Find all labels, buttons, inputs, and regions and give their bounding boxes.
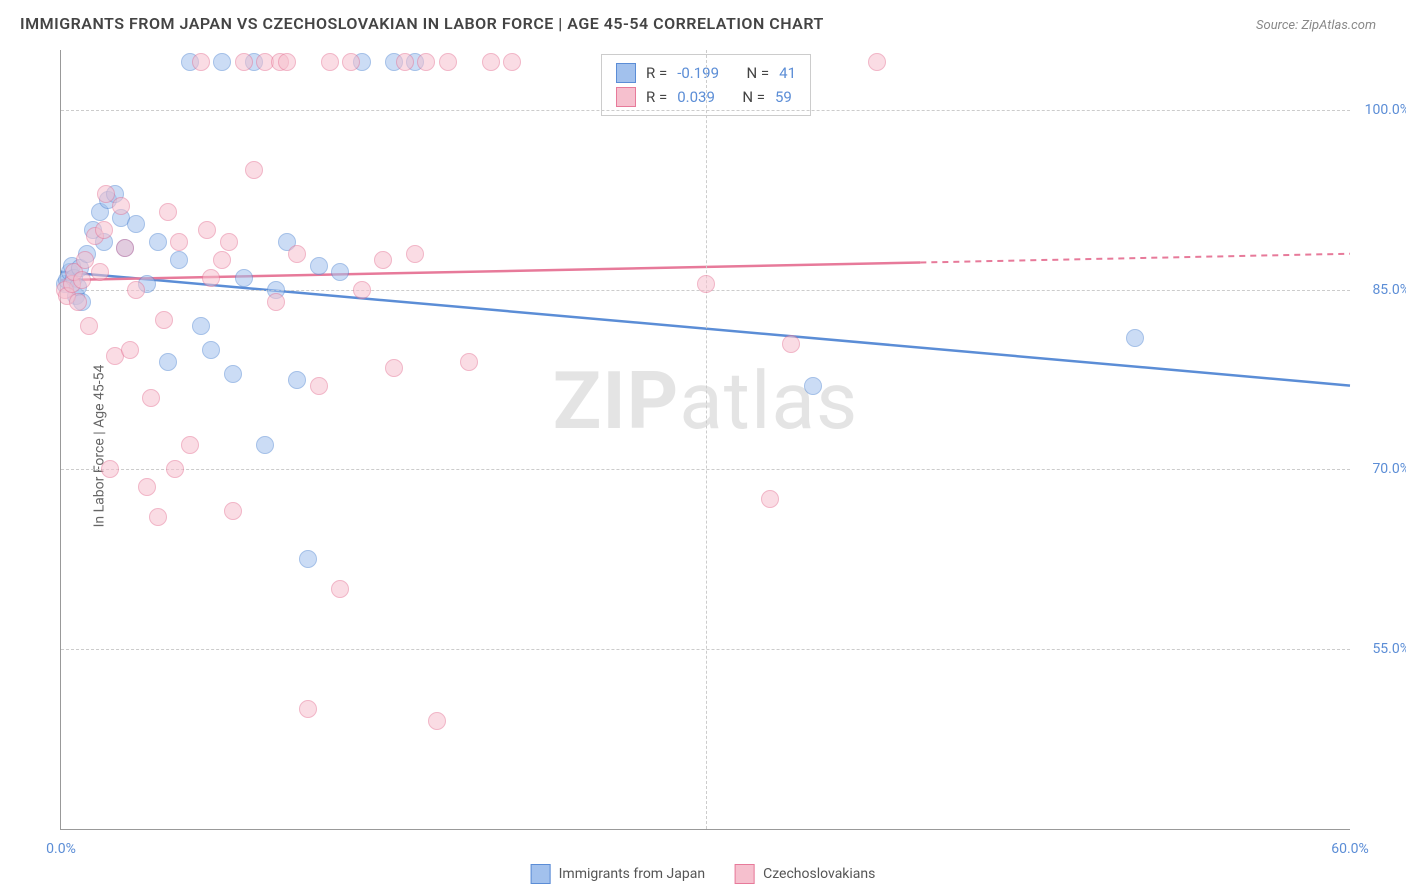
scatter-point bbox=[76, 251, 94, 269]
scatter-point bbox=[235, 269, 253, 287]
scatter-point bbox=[202, 269, 220, 287]
scatter-point bbox=[127, 215, 145, 233]
scatter-point bbox=[267, 293, 285, 311]
legend-label: Czechoslovakians bbox=[763, 866, 875, 882]
scatter-point bbox=[353, 281, 371, 299]
scatter-point bbox=[310, 257, 328, 275]
bottom-legend: Immigrants from Japan Czechoslovakians bbox=[531, 864, 876, 884]
chart-title: IMMIGRANTS FROM JAPAN VS CZECHOSLOVAKIAN… bbox=[20, 14, 824, 33]
r-value: 0.039 bbox=[677, 88, 715, 106]
scatter-point bbox=[202, 341, 220, 359]
scatter-point bbox=[224, 502, 242, 520]
scatter-point bbox=[69, 293, 87, 311]
scatter-point bbox=[782, 335, 800, 353]
y-tick-label: 70.0% bbox=[1355, 461, 1406, 477]
scatter-point bbox=[80, 317, 98, 335]
scatter-point bbox=[288, 371, 306, 389]
scatter-point bbox=[224, 365, 242, 383]
scatter-point bbox=[299, 700, 317, 718]
scatter-point bbox=[868, 53, 886, 71]
scatter-point bbox=[73, 271, 91, 289]
scatter-point bbox=[235, 53, 253, 71]
source-name: ZipAtlas.com bbox=[1301, 18, 1376, 33]
scatter-point bbox=[91, 263, 109, 281]
swatch-icon bbox=[531, 864, 551, 884]
scatter-point bbox=[159, 353, 177, 371]
swatch-icon bbox=[616, 87, 636, 107]
scatter-point bbox=[482, 53, 500, 71]
scatter-point bbox=[170, 251, 188, 269]
scatter-point bbox=[331, 580, 349, 598]
scatter-point bbox=[761, 490, 779, 508]
scatter-point bbox=[245, 161, 263, 179]
scatter-point bbox=[406, 245, 424, 263]
y-tick-label: 55.0% bbox=[1355, 641, 1406, 657]
scatter-point bbox=[1126, 329, 1144, 347]
scatter-point bbox=[288, 245, 306, 263]
scatter-point bbox=[697, 275, 715, 293]
source-prefix: Source: bbox=[1256, 18, 1301, 33]
scatter-point bbox=[299, 550, 317, 568]
scatter-point bbox=[155, 311, 173, 329]
scatter-point bbox=[428, 712, 446, 730]
y-tick-label: 100.0% bbox=[1355, 102, 1406, 118]
r-value: -0.199 bbox=[677, 64, 719, 82]
scatter-point bbox=[121, 341, 139, 359]
chart-plot-area: ZIPatlas R = -0.199 N = 41 R = 0.039 N =… bbox=[60, 50, 1350, 830]
stats-label: R = bbox=[646, 64, 667, 82]
scatter-point bbox=[101, 460, 119, 478]
scatter-point bbox=[331, 263, 349, 281]
legend-item: Immigrants from Japan bbox=[531, 864, 705, 884]
scatter-point bbox=[192, 317, 210, 335]
stats-label: R = bbox=[646, 88, 667, 106]
scatter-point bbox=[213, 251, 231, 269]
legend-item: Czechoslovakians bbox=[735, 864, 875, 884]
scatter-point bbox=[503, 53, 521, 71]
scatter-point bbox=[192, 53, 210, 71]
swatch-icon bbox=[616, 63, 636, 83]
scatter-point bbox=[385, 359, 403, 377]
scatter-point bbox=[149, 508, 167, 526]
swatch-icon bbox=[735, 864, 755, 884]
scatter-point bbox=[170, 233, 188, 251]
scatter-point bbox=[138, 478, 156, 496]
scatter-point bbox=[112, 197, 130, 215]
scatter-point bbox=[396, 53, 414, 71]
source-attribution: Source: ZipAtlas.com bbox=[1256, 18, 1376, 33]
x-tick-label: 60.0% bbox=[1331, 841, 1369, 857]
scatter-point bbox=[166, 460, 184, 478]
scatter-point bbox=[159, 203, 177, 221]
scatter-point bbox=[256, 436, 274, 454]
scatter-point bbox=[142, 389, 160, 407]
scatter-point bbox=[374, 251, 392, 269]
scatter-point bbox=[95, 221, 113, 239]
grid-line-v bbox=[706, 50, 707, 829]
scatter-point bbox=[460, 353, 478, 371]
stats-label: N = bbox=[746, 64, 769, 82]
scatter-point bbox=[127, 281, 145, 299]
scatter-point bbox=[278, 53, 296, 71]
scatter-point bbox=[342, 53, 360, 71]
scatter-point bbox=[181, 436, 199, 454]
scatter-point bbox=[116, 239, 134, 257]
scatter-point bbox=[220, 233, 238, 251]
scatter-point bbox=[804, 377, 822, 395]
legend-label: Immigrants from Japan bbox=[559, 866, 705, 882]
stats-label: N = bbox=[742, 88, 765, 106]
x-tick-label: 0.0% bbox=[46, 841, 76, 857]
scatter-point bbox=[417, 53, 435, 71]
scatter-point bbox=[321, 53, 339, 71]
scatter-point bbox=[198, 221, 216, 239]
scatter-point bbox=[149, 233, 167, 251]
scatter-point bbox=[310, 377, 328, 395]
n-value: 59 bbox=[775, 88, 792, 106]
watermark-strong: ZIP bbox=[553, 354, 680, 448]
scatter-point bbox=[97, 185, 115, 203]
n-value: 41 bbox=[779, 64, 796, 82]
scatter-point bbox=[439, 53, 457, 71]
y-tick-label: 85.0% bbox=[1355, 282, 1406, 298]
scatter-point bbox=[213, 53, 231, 71]
